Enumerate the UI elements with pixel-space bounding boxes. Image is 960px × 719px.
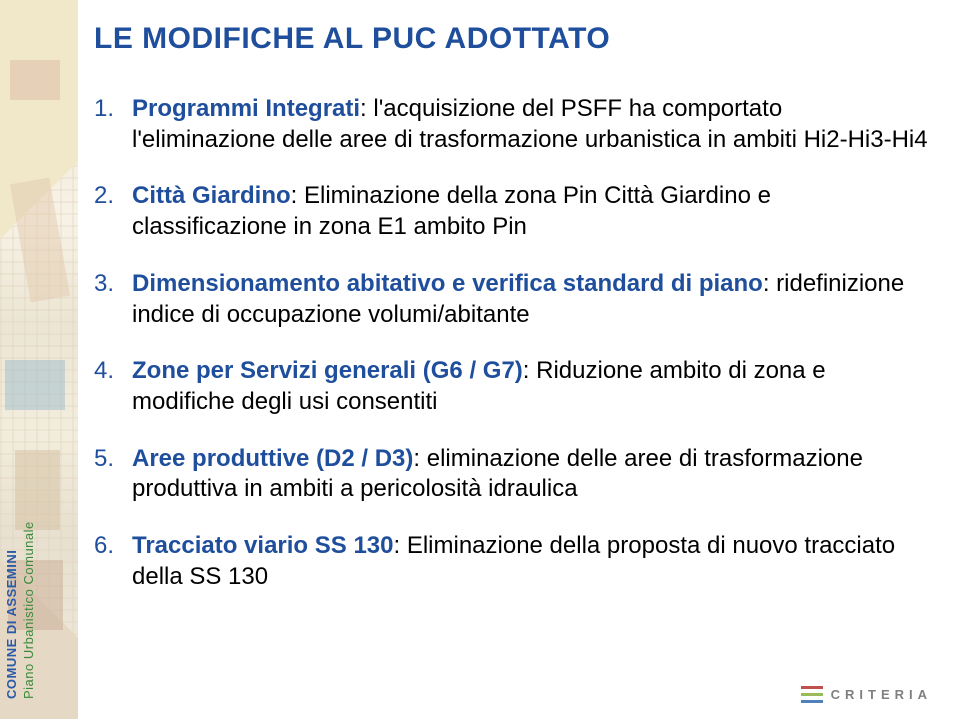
point-item: Città Giardino: Eliminazione della zona … (94, 181, 930, 242)
point-lead: Aree produttive (D2 / D3) (132, 445, 413, 472)
point-lead: Dimensionamento abitativo e verifica sta… (132, 270, 763, 297)
point-item: Programmi Integrati: l'acquisizione del … (94, 94, 930, 155)
points-list: Programmi Integrati: l'acquisizione del … (94, 94, 930, 593)
page-title: LE MODIFICHE AL PUC ADOTTATO (94, 22, 930, 56)
point-item: Zone per Servizi generali (G6 / G7): Rid… (94, 356, 930, 417)
point-lead: Città Giardino (132, 182, 291, 209)
point-lead: Zone per Servizi generali (G6 / G7) (132, 357, 523, 384)
logo-bars-icon (801, 686, 823, 703)
sidebar-plan: Piano Urbanistico Comunale (21, 521, 36, 699)
sidebar-org: COMUNE DI ASSEMINI (4, 550, 19, 699)
point-lead: Programmi Integrati (132, 95, 360, 122)
point-lead: Tracciato viario SS 130 (132, 532, 393, 559)
point-item: Aree produttive (D2 / D3): eliminazione … (94, 444, 930, 505)
point-item: Dimensionamento abitativo e verifica sta… (94, 269, 930, 330)
point-item: Tracciato viario SS 130: Eliminazione de… (94, 531, 930, 592)
footer-logo: CRITERIA (801, 686, 932, 703)
slide-content: LE MODIFICHE AL PUC ADOTTATO Programmi I… (94, 22, 930, 619)
footer-brand: CRITERIA (831, 687, 932, 702)
sidebar-label: COMUNE DI ASSEMINI Piano Urbanistico Com… (4, 521, 36, 699)
